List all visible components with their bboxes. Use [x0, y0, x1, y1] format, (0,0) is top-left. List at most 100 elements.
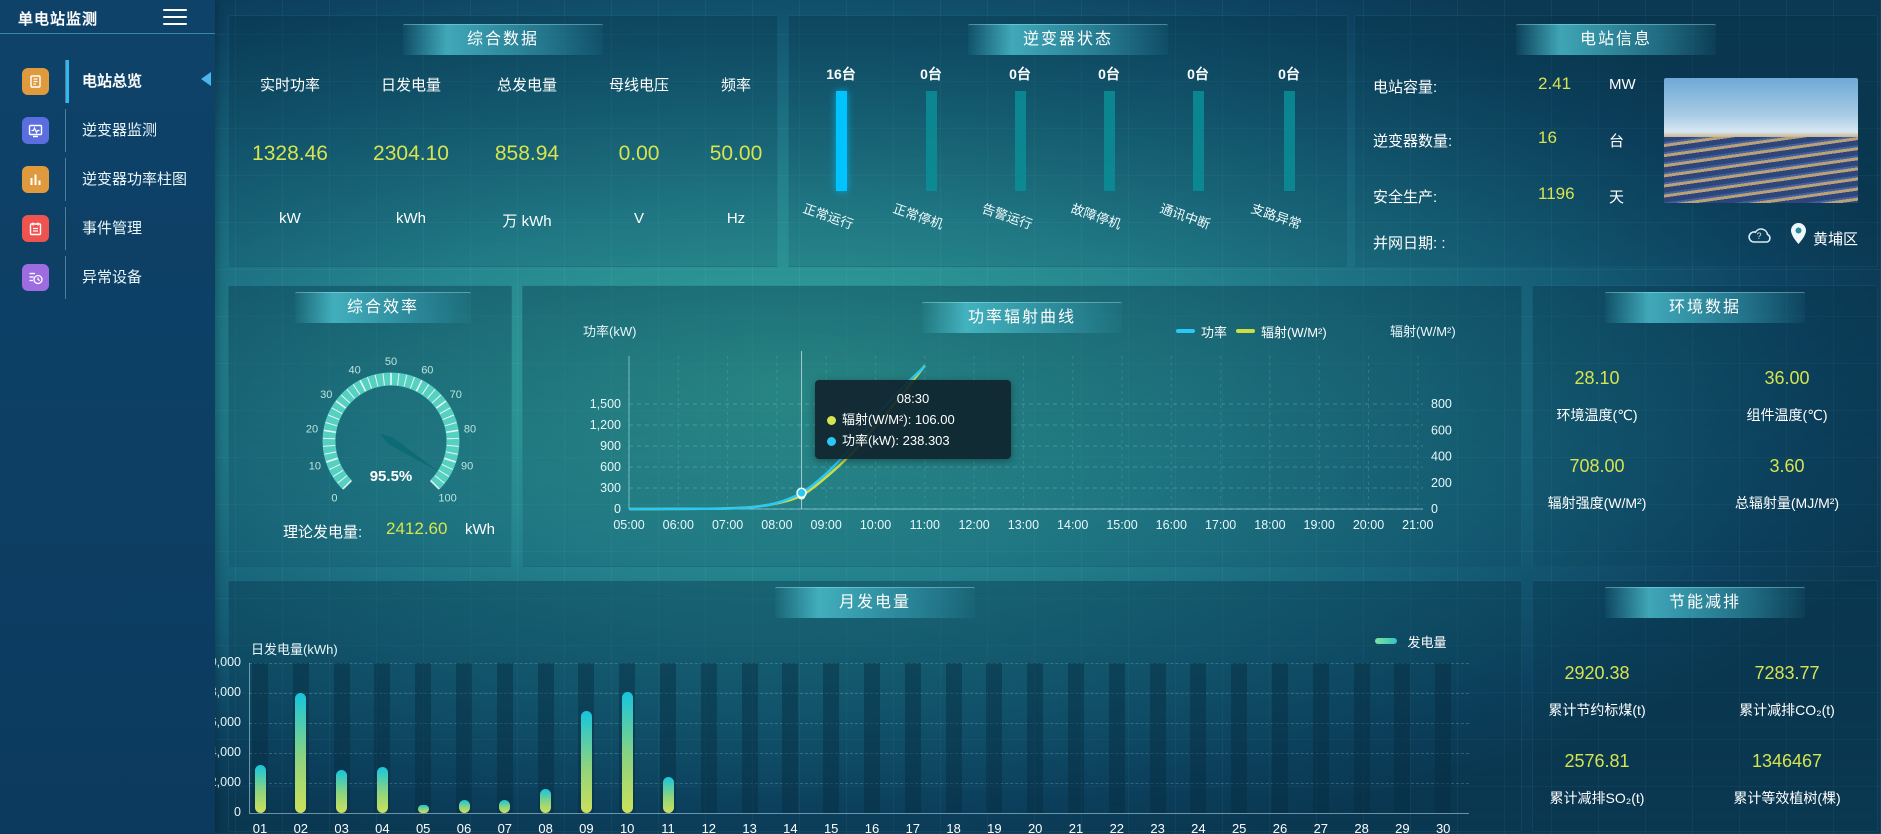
- monthly-legend-label: 发电量: [1407, 635, 1447, 650]
- power-bars-icon: [22, 166, 49, 193]
- svg-text:900: 900: [600, 439, 621, 453]
- monthly-gridline: [249, 783, 1469, 784]
- svg-text:14:00: 14:00: [1057, 518, 1088, 532]
- efficiency-gauge[interactable]: 0 10 20 30 40 50 60 70 80 90 100 95.5%: [296, 343, 486, 533]
- monthly-day-label: 01: [252, 821, 268, 834]
- svg-text:08:00: 08:00: [761, 518, 792, 532]
- inverter-count: 16台: [826, 66, 856, 82]
- monthly-gridline: [249, 693, 1469, 694]
- monthly-y-tick: 4,000: [209, 745, 241, 759]
- energy-saving-value: 2920.38: [1564, 663, 1630, 683]
- monthly-generation-bar: [417, 804, 429, 813]
- sidebar-item-3[interactable]: 逆变器功率柱图: [0, 155, 215, 204]
- theory-unit: kWh: [465, 521, 495, 538]
- monthly-day-label: 29: [1395, 821, 1410, 834]
- svg-text:17:00: 17:00: [1205, 518, 1236, 532]
- monthly-day-label: 02: [293, 821, 309, 834]
- monthly-day-label: 23: [1150, 821, 1165, 834]
- sidebar-item-label: 逆变器监测: [82, 122, 158, 139]
- monthly-day-label: 22: [1109, 821, 1125, 834]
- inverter-bar: [1015, 91, 1026, 191]
- monthly-y-tick: 0: [234, 805, 241, 819]
- weather-cloud-icon[interactable]: ?: [1747, 226, 1773, 246]
- power-dot-icon: [827, 437, 836, 446]
- monthly-shadow-bar: [415, 663, 432, 813]
- station-info-unit: 台: [1609, 133, 1625, 150]
- abnormal-clock-icon: [22, 264, 49, 291]
- sidebar-item-2[interactable]: 逆变器监测: [0, 106, 215, 155]
- monthly-shadow-bar: [1353, 663, 1370, 813]
- hamburger-menu-icon[interactable]: [163, 9, 187, 26]
- svg-text:?: ?: [1756, 231, 1761, 241]
- svg-text:90: 90: [461, 461, 473, 473]
- svg-text:功率(kW): 功率(kW): [583, 324, 636, 339]
- monthly-day-label: 18: [946, 821, 961, 834]
- inverter-count: 0台: [1278, 66, 1300, 82]
- power-radiation-chart[interactable]: 0 300 600 900 1,200 1,500 0 200 400 600 800 05:00 06…: [523, 286, 1521, 566]
- svg-text:800: 800: [1431, 397, 1452, 411]
- svg-text:21:00: 21:00: [1402, 518, 1433, 532]
- monthly-shadow-bar: [1435, 663, 1452, 813]
- monthly-day-label: 21: [1068, 821, 1084, 834]
- metric-unit: kW: [279, 210, 301, 227]
- inverter-count: 0台: [1187, 66, 1209, 82]
- metric-unit: V: [633, 210, 644, 227]
- environment-cell: 28.10 环境温度(℃): [1507, 368, 1687, 425]
- location-pin-icon[interactable]: [1791, 223, 1806, 244]
- sidebar-item-4[interactable]: 事件管理: [0, 204, 215, 253]
- inverter-count: 0台: [1009, 66, 1031, 82]
- monthly-day-label: 16: [864, 821, 880, 834]
- monthly-gridline: [249, 723, 1469, 724]
- svg-text:辐射(W/M²): 辐射(W/M²): [1261, 325, 1327, 340]
- metric-label: 实时功率: [259, 77, 320, 94]
- environment-label: 总辐射量(MJ/M²): [1734, 495, 1840, 511]
- monthly-day-label: 08: [538, 821, 553, 834]
- panel-environment-title: 环境数据: [1605, 292, 1805, 323]
- sidebar-collapse-icon[interactable]: [201, 72, 211, 86]
- app-title: 单电站监测: [18, 11, 99, 28]
- summary-metric-3: 总发电量 858.94 万 kWh: [462, 74, 592, 231]
- summary-metric-1: 实时功率 1328.46 kW: [225, 74, 355, 227]
- monthly-generation-bar: [295, 693, 307, 813]
- radiation-dot-icon: [827, 416, 836, 425]
- energy-saving-label: 累计节约标煤(t): [1548, 702, 1646, 718]
- monthly-day-label: 12: [701, 821, 717, 834]
- sidebar-item-5[interactable]: 异常设备: [0, 253, 215, 302]
- sidebar-item-label: 异常设备: [82, 269, 143, 286]
- monthly-generation-bar: [336, 769, 348, 813]
- energy-saving-value: 1346467: [1751, 751, 1823, 771]
- svg-text:12:00: 12:00: [958, 518, 989, 532]
- sidebar-item-1[interactable]: 电站总览: [0, 57, 215, 106]
- tooltip-radiation-line: 辐射(W/M²): 106.00: [827, 409, 999, 430]
- inverter-count: 0台: [1098, 66, 1120, 82]
- monthly-shadow-bar: [1068, 663, 1084, 813]
- svg-text:400: 400: [1431, 450, 1452, 464]
- monthly-gridline: [249, 663, 1469, 664]
- svg-text:60: 60: [421, 365, 433, 377]
- tooltip-time: 08:30: [896, 391, 930, 406]
- svg-text:200: 200: [1431, 476, 1452, 490]
- monthly-generation-bar: [458, 799, 470, 813]
- station-info-unit: MW: [1609, 76, 1636, 93]
- menu-item-divider: [65, 256, 66, 299]
- monthly-y-tick: 8,000: [209, 685, 241, 699]
- metric-value: 858.94: [494, 142, 560, 165]
- environment-label: 辐射强度(W/M²): [1547, 495, 1647, 511]
- inverter-bar: [926, 91, 937, 191]
- svg-text:功率: 功率: [1201, 325, 1227, 340]
- panel-inverter-status-title: 逆变器状态: [968, 24, 1168, 55]
- svg-text:16:00: 16:00: [1156, 518, 1187, 532]
- monthly-shadow-bar: [700, 663, 717, 813]
- svg-text:10: 10: [309, 461, 321, 473]
- inverter-bar-label: 通讯中断: [1158, 200, 1213, 232]
- monthly-shadow-bar: [1108, 663, 1125, 813]
- monthly-day-label: 11: [661, 821, 675, 834]
- station-photo: [1664, 78, 1858, 203]
- energy-saving-value: 7283.77: [1754, 663, 1820, 683]
- energy-saving-cell: 2576.81 累计减排SO₂(t): [1507, 751, 1687, 808]
- metric-unit: Hz: [726, 210, 746, 227]
- monthly-day-label: 28: [1354, 821, 1369, 834]
- monthly-shadow-bar: [1272, 663, 1288, 813]
- panel-inverter-status: 逆变器状态 16台 正常运行 0台 正常停机 0台 告警运行 0台 故障停机 0台 通讯中断 0台支…: [788, 15, 1348, 267]
